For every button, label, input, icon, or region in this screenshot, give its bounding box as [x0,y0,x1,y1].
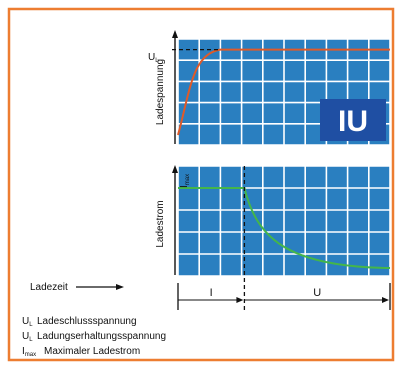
current-chart: Ladestrom Imax [155,165,391,277]
phase-u-arrowhead [382,297,389,303]
legend-item: UL Ladungserhaltungsspannung [22,331,166,343]
current-curve [178,187,391,269]
voltage-marker-symbol: U [148,52,155,63]
legend-text: Ladungserhaltungsspannung [37,331,166,342]
current-marker-symbol: I [179,185,190,188]
time-arrow-head [116,284,124,290]
voltage-curve [177,48,390,136]
legend-text: Maximaler Ladestrom [44,346,140,357]
legend-subscript: L [29,322,33,328]
time-axis: Ladezeit I U [30,166,391,310]
legend-subscript: L [29,337,33,343]
voltage-chart: IU Ladespannung UL [148,30,391,146]
voltage-marker-subscript: L [155,58,159,64]
current-axis-label: Ladestrom [155,200,166,247]
iu-badge [320,99,386,141]
current-y-axis-arrowhead [172,165,178,173]
legend-symbol: I [22,346,25,357]
current-marker-subscript: max [185,174,191,185]
phase-i-label: I [210,287,213,299]
phase-i-arrowhead [236,297,244,303]
iu-badge-label: IU [338,105,368,138]
voltage-axis-label: Ladespannung [155,59,166,125]
legend-symbol: U [22,316,29,327]
time-axis-label: Ladezeit [30,282,68,293]
legend-item: UL Ladeschlussspannung [22,316,137,328]
current-level-marker: Imax [179,174,191,188]
voltage-level-marker: UL [148,52,159,64]
legend-text: Ladeschlussspannung [37,316,137,327]
voltage-grid-lines [177,38,391,146]
legend-symbol: U [22,331,29,342]
legend: UL Ladeschlussspannung UL Ladungserhaltung… [22,316,166,358]
legend-subscript: max [25,352,36,358]
voltage-y-axis-arrowhead [172,30,178,38]
phase-u-label: U [313,287,321,299]
legend-item: Imax Maximaler Ladestrom [22,346,140,358]
